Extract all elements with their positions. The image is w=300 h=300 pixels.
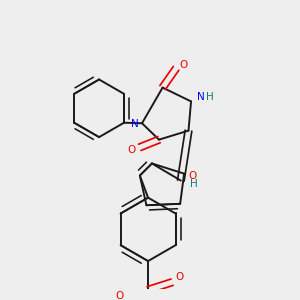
Text: O: O <box>176 272 184 282</box>
Text: H: H <box>206 92 214 102</box>
Text: O: O <box>115 291 123 300</box>
Text: N: N <box>131 119 139 129</box>
Text: N: N <box>197 92 205 102</box>
Text: O: O <box>127 145 135 155</box>
Text: H: H <box>190 179 198 189</box>
Text: O: O <box>180 59 188 70</box>
Text: O: O <box>189 170 197 181</box>
